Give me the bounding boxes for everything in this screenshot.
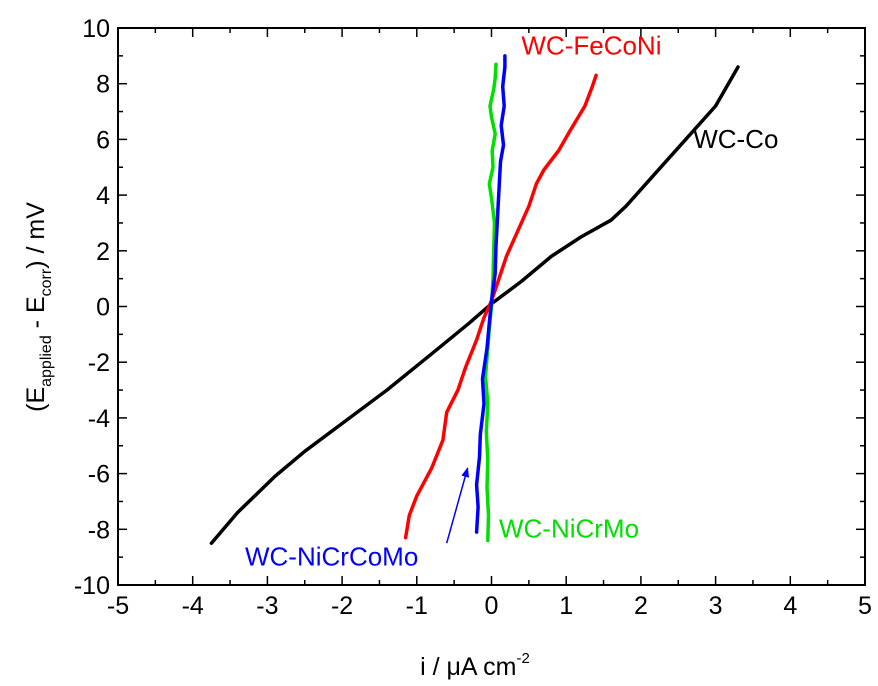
x-tick-label: -4 [182, 592, 204, 620]
x-tick-label: 5 [858, 592, 872, 620]
y-tick-label: -4 [88, 405, 110, 433]
y-tick-label: 4 [96, 182, 110, 210]
label-wc-nicrcomo: WC-NiCrCoMo [245, 542, 418, 572]
y-tick-label: 6 [96, 126, 110, 154]
x-tick-label: -5 [107, 592, 129, 620]
y-tick-label: -8 [88, 516, 110, 544]
y-tick-label: -2 [88, 349, 110, 377]
y-axis-title-sub1: applied [38, 335, 55, 387]
axis-ticks [117, 27, 866, 586]
x-axis-title-sup: -2 [517, 650, 530, 667]
y-tick-label: 0 [96, 294, 110, 322]
x-tick-label: 2 [634, 592, 648, 620]
y-tick-label: 10 [82, 15, 110, 43]
series-annotations: WC-FeCoNi WC-Co WC-NiCrMo WC-NiCrCoMo [245, 30, 778, 571]
y-tick-label: 8 [96, 71, 110, 99]
label-wc-feconi: WC-FeCoNi [521, 30, 661, 60]
y-axis-title-close: ) / mV [22, 202, 50, 269]
x-tick-label: 4 [783, 592, 797, 620]
x-tick-label: 1 [559, 592, 573, 620]
y-tick-label: -6 [88, 461, 110, 489]
y-axis-title: (Eapplied - Ecorr) / mV [22, 202, 55, 412]
label-wc-co: WC-Co [693, 124, 778, 154]
x-axis-title-text: i / μA cm [420, 653, 516, 681]
x-tick-label: 3 [709, 592, 723, 620]
y-tick-label: -10 [74, 572, 110, 600]
y-tick-label: 2 [96, 238, 110, 266]
series-line-wc-feconi [403, 73, 598, 540]
series-line-wc-co [209, 65, 740, 545]
y-axis-title-mid: - E [22, 296, 50, 335]
label-wc-nicrmo: WC-NiCrMo [499, 514, 639, 544]
x-tick-label: -1 [406, 592, 428, 620]
x-tick-label: -3 [256, 592, 278, 620]
y-axis-title-open: (E [22, 387, 50, 412]
series-lines [209, 54, 740, 545]
x-tick-label: -2 [331, 592, 353, 620]
annotation-arrow [445, 467, 470, 544]
series-line-wc-nicrcomo [474, 54, 507, 534]
x-axis-title: i / μA cm-2 [420, 650, 530, 681]
series-line-wc-nicrmo [483, 62, 498, 543]
y-axis-title-sub2: corr [38, 268, 55, 296]
x-tick-label: 0 [485, 592, 499, 620]
